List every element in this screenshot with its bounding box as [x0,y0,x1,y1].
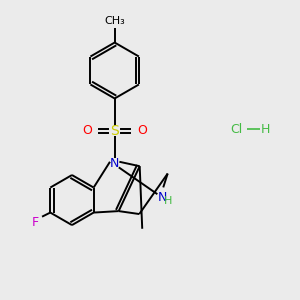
Text: Cl: Cl [231,123,243,136]
Text: O: O [82,124,92,137]
Text: H: H [164,196,173,206]
Text: F: F [32,216,38,229]
Text: N: N [158,190,167,204]
Text: H: H [261,123,270,136]
Text: O: O [138,124,148,137]
Text: CH₃: CH₃ [104,16,125,26]
Text: S: S [110,124,119,138]
Text: N: N [110,157,119,170]
